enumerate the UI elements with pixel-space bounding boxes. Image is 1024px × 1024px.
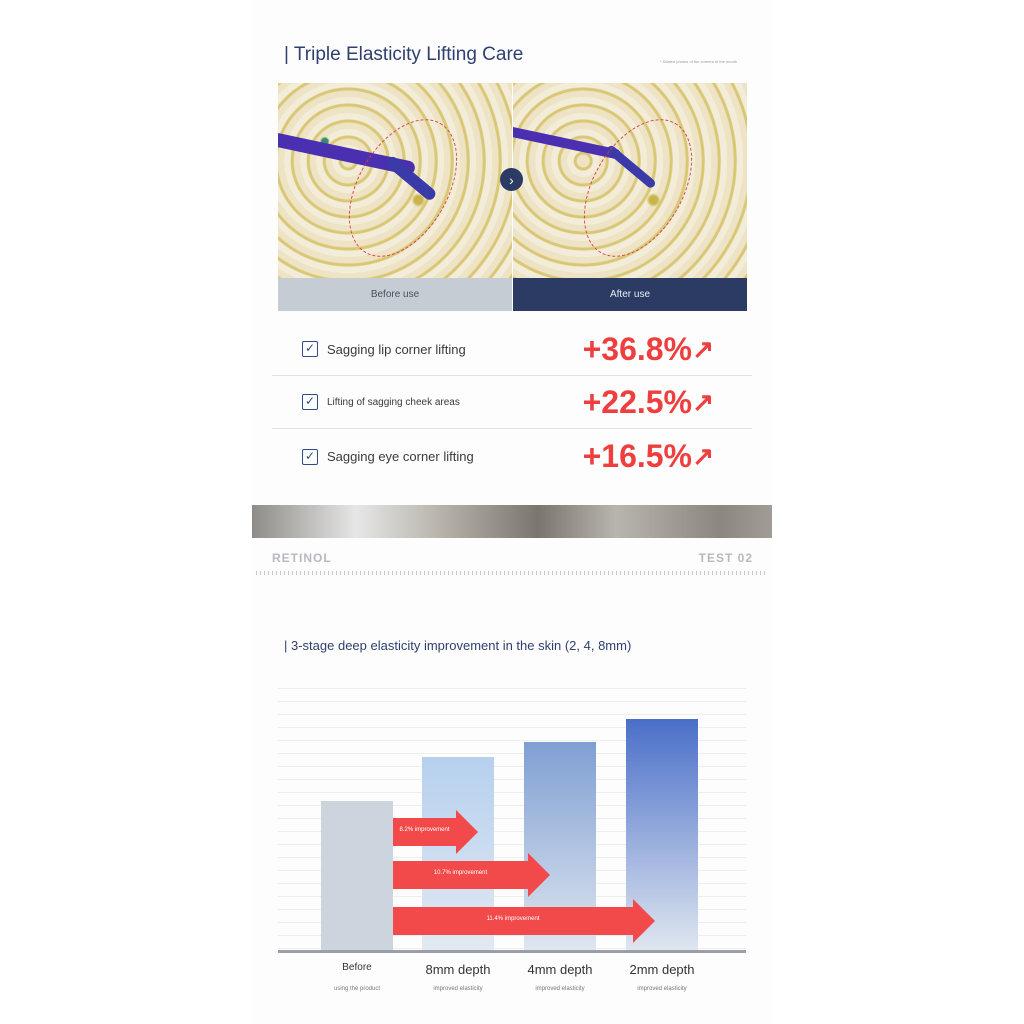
- bar-0: [321, 801, 393, 950]
- dotted-divider: [256, 571, 768, 575]
- result-value: +16.5%: [582, 438, 692, 474]
- gridline: [278, 727, 746, 728]
- before-caption: Before use: [278, 278, 512, 311]
- divider-right-label: TEST 02: [698, 551, 753, 565]
- gridline: [278, 896, 746, 897]
- arrow-head: [528, 853, 550, 897]
- checkbox-icon: ✓: [302, 448, 318, 465]
- result-label: Lifting of sagging cheek areas: [327, 396, 460, 408]
- gridline: [278, 714, 746, 715]
- improvement-label: 11.4% improvement: [486, 916, 540, 922]
- arrow-up-icon: ↗: [692, 441, 714, 471]
- improvement-arrow: 10.7% improvement: [393, 853, 550, 897]
- improvement-label: 10.7% improvement: [433, 870, 488, 876]
- gridline: [278, 688, 746, 689]
- texture-strip: [252, 505, 772, 538]
- gridline: [278, 766, 746, 767]
- gridline: [278, 805, 746, 806]
- gridline: [278, 701, 746, 702]
- x-sublabel: improved elasticity: [433, 986, 483, 992]
- result-row: ✓ Sagging lip corner lifting +36.8% ↗: [272, 323, 752, 376]
- chevron-right-icon[interactable]: ›: [500, 168, 523, 191]
- arrow-up-icon: ↗: [692, 333, 714, 364]
- x-label: Before: [342, 962, 372, 973]
- gridline: [278, 792, 746, 793]
- improvement-arrow: 8.2% improvement: [393, 810, 478, 854]
- checkbox-icon: ✓: [302, 394, 318, 410]
- gridline: [278, 753, 746, 754]
- before-photo: [278, 83, 512, 278]
- x-label: 4mm depth: [527, 962, 593, 977]
- gridline: [278, 935, 746, 936]
- gridline: [278, 844, 746, 845]
- x-sublabel: improved elasticity: [637, 986, 687, 992]
- result-value: +36.8%: [582, 330, 692, 367]
- gridline: [278, 831, 746, 832]
- chart-baseline: [278, 950, 746, 953]
- result-row: ✓ Lifting of sagging cheek areas +22.5% …: [272, 376, 752, 429]
- result-value: +22.5%: [582, 383, 692, 420]
- photo-note: * Dilated photos of the corners of the m…: [660, 59, 738, 64]
- gridline: [278, 948, 746, 949]
- gridline: [278, 740, 746, 741]
- chart-title: | 3-stage deep elasticity improvement in…: [284, 638, 632, 653]
- section-title: | Triple Elasticity Lifting Care: [284, 44, 524, 65]
- divider-left-label: RETINOL: [272, 551, 332, 565]
- arrow-head: [633, 899, 655, 943]
- after-caption: After use: [513, 278, 747, 311]
- gridline: [278, 857, 746, 858]
- improvement-label: 8.2% improvement: [399, 827, 450, 833]
- result-label: Sagging lip corner lifting: [327, 341, 466, 357]
- gridline: [278, 779, 746, 780]
- result-label: Sagging eye corner lifting: [327, 449, 474, 464]
- improvement-arrow: 11.4% improvement: [393, 899, 655, 943]
- checkbox-icon: ✓: [302, 341, 318, 357]
- after-photo: [513, 83, 747, 278]
- x-sublabel: improved elasticity: [535, 986, 585, 992]
- result-row: ✓ Sagging eye corner lifting +16.5% ↗: [272, 430, 752, 483]
- x-sublabel: using the product: [333, 986, 381, 992]
- x-label: 8mm depth: [425, 962, 491, 977]
- gridline: [278, 818, 746, 819]
- arrow-up-icon: ↗: [692, 386, 714, 417]
- x-label: 2mm depth: [629, 962, 695, 977]
- arrow-head: [456, 810, 478, 854]
